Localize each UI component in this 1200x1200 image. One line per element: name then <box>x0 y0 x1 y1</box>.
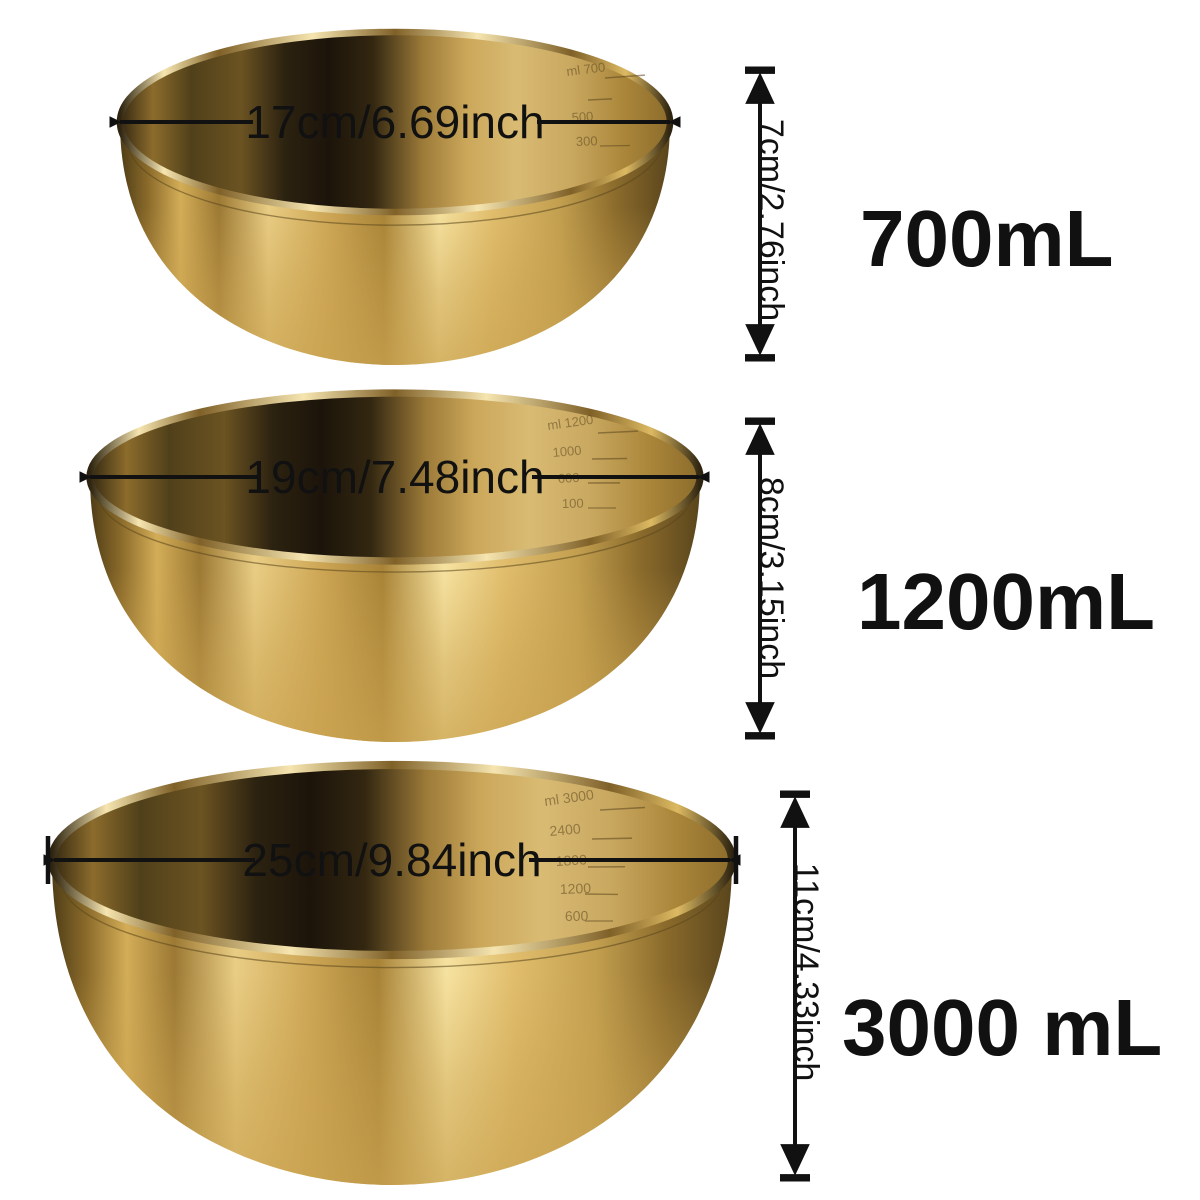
svg-text:11cm/4.33inch: 11cm/4.33inch <box>787 863 825 1082</box>
svg-text:7cm/2.76inch: 7cm/2.76inch <box>752 119 790 321</box>
svg-text:2400: 2400 <box>549 820 582 839</box>
svg-text:17cm/6.69inch: 17cm/6.69inch <box>245 96 544 148</box>
svg-text:19cm/7.48inch: 19cm/7.48inch <box>245 451 544 503</box>
svg-text:3000 mL: 3000 mL <box>842 983 1162 1072</box>
svg-text:25cm/9.84inch: 25cm/9.84inch <box>242 834 541 886</box>
svg-text:300: 300 <box>576 133 598 149</box>
svg-text:8cm/3.15inch: 8cm/3.15inch <box>752 477 790 679</box>
svg-text:1000: 1000 <box>552 443 582 460</box>
svg-text:700mL: 700mL <box>860 194 1113 283</box>
svg-text:1200mL: 1200mL <box>857 557 1155 646</box>
svg-text:100: 100 <box>562 496 584 511</box>
